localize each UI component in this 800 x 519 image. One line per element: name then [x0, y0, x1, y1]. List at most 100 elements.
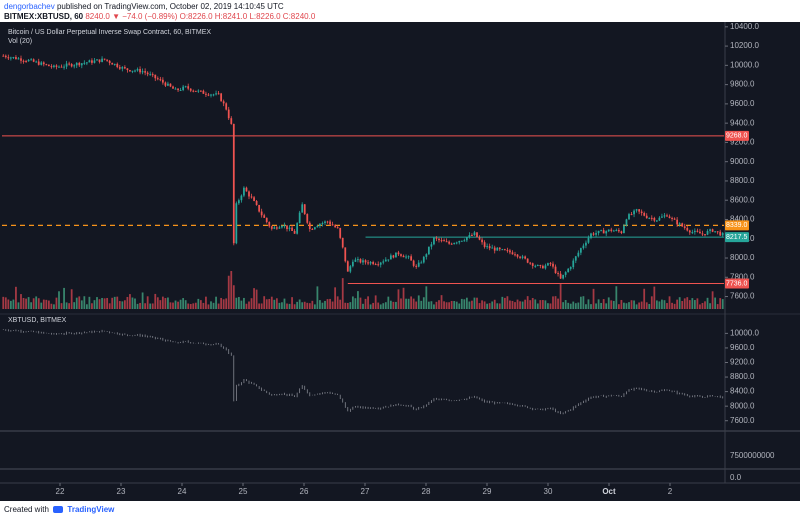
volume-bar	[111, 297, 114, 309]
volume-bar	[164, 298, 167, 309]
volume-bar	[25, 298, 27, 309]
candle-body	[405, 256, 407, 258]
candle-body	[483, 242, 486, 248]
volume-bar	[255, 289, 258, 309]
volume-bar	[235, 297, 238, 309]
candle-body	[68, 63, 71, 65]
time-tick-label: 27	[361, 487, 370, 496]
volume-bar	[506, 296, 509, 309]
volume-bar	[75, 297, 78, 309]
volume-bar	[620, 299, 623, 309]
volume-bar	[509, 300, 511, 309]
volume-bar	[678, 297, 681, 309]
volume-bar	[199, 300, 202, 309]
volume-bar	[359, 297, 362, 309]
candle-body	[273, 227, 276, 229]
volume-bar	[240, 300, 243, 309]
candle-body	[146, 72, 149, 75]
candle-body	[78, 62, 81, 66]
candle-body	[557, 273, 559, 275]
author-link[interactable]: dengorbachev	[4, 2, 55, 11]
candle-body	[25, 61, 27, 63]
sub-chart-title: XBTUSD, BITMEX	[8, 317, 67, 324]
volume-bar	[63, 287, 65, 309]
candle-body	[453, 242, 456, 245]
candle-body	[577, 252, 580, 257]
volume-bar	[187, 303, 190, 309]
volume-bar	[445, 302, 448, 309]
candle-body	[113, 63, 116, 65]
volume-bar	[648, 303, 651, 309]
volume-bar	[169, 302, 172, 309]
candle-body	[144, 71, 147, 73]
candle-body	[438, 238, 440, 241]
candle-body	[222, 101, 225, 104]
candle-body	[612, 230, 615, 232]
candle-body	[334, 225, 337, 228]
footer-brand[interactable]: TradingView	[67, 505, 115, 514]
candle-body	[362, 260, 364, 263]
volume-bar	[547, 303, 549, 309]
candle-body	[187, 86, 190, 89]
candle-body	[526, 258, 529, 263]
volume-bar	[263, 296, 266, 309]
candle-body	[686, 227, 689, 231]
volume-bar	[468, 301, 471, 309]
volume-bar	[463, 299, 466, 309]
volume-bar	[293, 304, 296, 309]
candle-body	[151, 74, 154, 76]
candle-body	[164, 82, 167, 86]
volume-bar	[60, 303, 63, 309]
candle-body	[417, 262, 420, 267]
volume-bar	[15, 286, 17, 309]
volume-bar	[595, 303, 597, 309]
price-tick-label: 8800.0	[730, 176, 755, 185]
candle-body	[121, 67, 124, 69]
candle-body	[85, 62, 88, 64]
candle-body	[243, 187, 245, 196]
candle-body	[336, 227, 339, 229]
price-tick-label: 9800.0	[730, 80, 755, 89]
price-badge	[725, 278, 749, 289]
volume-bar	[184, 300, 187, 309]
volume-bar	[382, 303, 385, 309]
volume-bar	[666, 303, 668, 309]
candle-body	[167, 83, 169, 86]
candle-body	[42, 62, 45, 65]
candle-body	[47, 64, 50, 67]
candle-body	[422, 256, 425, 263]
volume-bar	[121, 301, 124, 309]
volume-bar	[298, 299, 301, 309]
volume-bar	[32, 298, 35, 309]
volume-bar	[582, 296, 585, 309]
candle-body	[630, 214, 633, 216]
candle-body	[58, 66, 60, 68]
candle-body	[101, 58, 103, 62]
volume-bar	[96, 297, 98, 309]
candle-body	[440, 240, 443, 242]
price-tick-label: 9200.0	[730, 138, 755, 147]
candle-body	[308, 222, 311, 229]
candle-body	[131, 70, 134, 72]
candle-body	[96, 59, 98, 61]
candle-body	[329, 221, 331, 225]
candle-body	[161, 79, 164, 83]
candle-body	[172, 86, 174, 89]
footer: Created with TradingView	[4, 505, 114, 514]
volume-bar	[12, 299, 15, 309]
candle-body	[587, 237, 590, 243]
volume-bar	[334, 287, 337, 309]
volume-bar	[321, 302, 324, 309]
volume-bar	[574, 303, 577, 309]
candle-body	[298, 212, 301, 224]
candle-body	[402, 255, 405, 258]
volume-bar	[699, 304, 701, 309]
candle-body	[579, 248, 582, 253]
candle-body	[625, 219, 628, 226]
price-tick-label: 10200.0	[730, 41, 759, 50]
volume-bar	[377, 302, 380, 309]
volume-bar	[709, 303, 711, 309]
candle-body	[392, 255, 395, 258]
candle-body	[617, 230, 620, 232]
